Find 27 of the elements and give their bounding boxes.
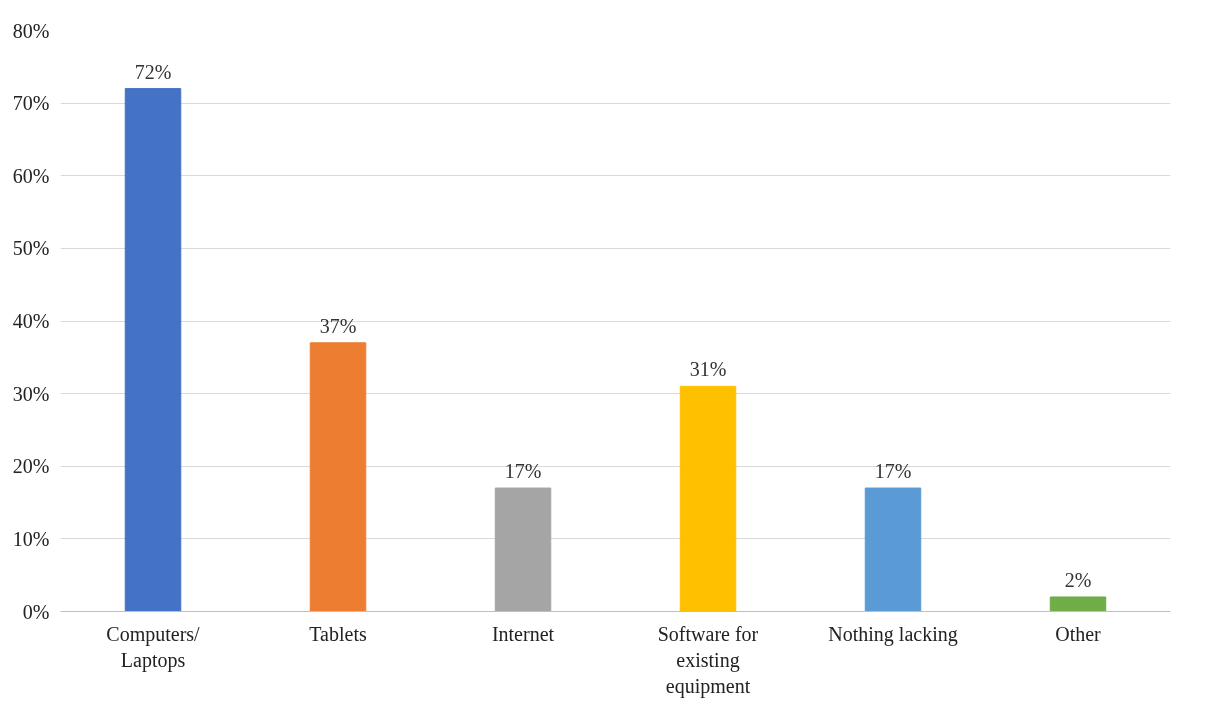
bar [679, 385, 737, 612]
data-label: 31% [689, 358, 727, 381]
bar [1049, 596, 1107, 612]
data-label: 2% [1064, 568, 1092, 591]
data-label: 17% [874, 460, 912, 483]
data-label: 37% [319, 314, 357, 337]
y-tick-label: 80% [12, 19, 50, 42]
x-tick-label: Other [1055, 622, 1102, 645]
y-tick-label: 50% [12, 237, 50, 260]
bar [494, 487, 552, 612]
x-tick-label: Tablets [309, 622, 367, 645]
y-tick-label: 20% [12, 455, 50, 478]
y-tick-label: 10% [12, 527, 50, 550]
x-tick-label: Internet [491, 622, 555, 645]
y-tick-label: 0% [22, 600, 50, 623]
y-tick-label: 40% [12, 310, 50, 332]
data-label: 17% [504, 460, 542, 483]
y-tick-label: 30% [12, 382, 50, 405]
bar [124, 88, 182, 612]
bar [309, 342, 367, 612]
x-tick-label: Nothing lacking [828, 622, 958, 646]
x-tick-label: Computers/ Laptops [106, 622, 201, 672]
y-tick-label: 70% [12, 92, 50, 115]
bar [864, 487, 922, 612]
y-tick-label: 60% [12, 164, 50, 187]
x-tick-label: Software for existing equipment [657, 622, 759, 699]
data-label: 72% [134, 60, 172, 83]
